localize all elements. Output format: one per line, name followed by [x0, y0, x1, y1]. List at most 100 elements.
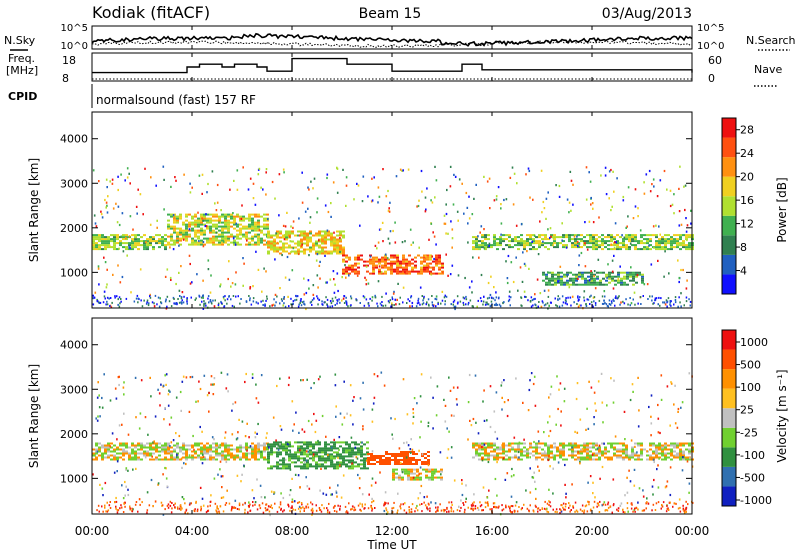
heatmap-cell: [410, 477, 413, 479]
heatmap-cell: [559, 236, 562, 238]
heatmap-cell: [688, 234, 691, 236]
scatter-cell: [220, 461, 222, 463]
heatmap-cell: [312, 443, 315, 445]
scatter-cell: [260, 485, 262, 487]
ground-scatter-cell: [580, 509, 582, 511]
heatmap-cell: [381, 261, 384, 263]
heatmap-cell: [197, 220, 200, 222]
scatter-cell: [159, 392, 161, 394]
heatmap-cell: [478, 453, 481, 455]
heatmap-cell: [670, 248, 673, 250]
heatmap-cell: [254, 214, 257, 216]
heatmap-cell: [608, 272, 611, 274]
scatter-cell: [678, 281, 680, 283]
scatter-cell: [304, 293, 306, 295]
scatter-cell: [135, 377, 137, 379]
heatmap-cell: [655, 246, 658, 248]
scatter-cell: [534, 293, 536, 295]
heatmap-cell: [511, 457, 514, 459]
heatmap-cell: [376, 455, 379, 457]
scatter-cell: [440, 451, 442, 453]
heatmap-cell: [267, 243, 270, 245]
heatmap-cell: [622, 451, 625, 453]
scatter-cell: [432, 397, 434, 399]
scatter-cell: [123, 387, 125, 389]
scatter-cell: [418, 473, 420, 475]
heatmap-cell: [598, 236, 601, 238]
heatmap-cell: [360, 451, 363, 453]
scatter-cell: [561, 240, 563, 242]
ground-scatter-cell: [207, 505, 209, 507]
scatter-cell: [461, 483, 463, 485]
ground-scatter-cell: [508, 506, 510, 508]
heatmap-cell: [318, 447, 321, 449]
scatter-cell: [389, 242, 391, 244]
scatter-cell: [553, 237, 555, 239]
heatmap-cell: [417, 271, 420, 273]
heatmap-cell: [643, 246, 646, 248]
ground-scatter-cell: [563, 509, 565, 511]
scatter-cell: [486, 419, 488, 421]
heatmap-cell: [312, 235, 315, 237]
scatter-cell: [330, 216, 332, 218]
heatmap-cell: [670, 240, 673, 242]
heatmap-cell: [197, 230, 200, 232]
heatmap-cell: [532, 246, 535, 248]
scatter-cell: [469, 420, 471, 422]
heatmap-cell: [369, 273, 372, 275]
scatter-cell: [240, 480, 242, 482]
scatter-cell: [448, 448, 450, 450]
heatmap-cell: [679, 443, 682, 445]
heatmap-cell: [544, 242, 547, 244]
scatter-cell: [560, 266, 562, 268]
ground-scatter-cell: [191, 502, 193, 504]
ground-scatter-cell: [418, 298, 420, 300]
scatter-cell: [478, 257, 480, 259]
heatmap-cell: [185, 220, 188, 222]
heatmap-cell: [607, 451, 610, 453]
ground-scatter-cell: [584, 300, 586, 302]
heatmap-cell: [263, 240, 266, 242]
heatmap-cell: [227, 459, 230, 461]
scatter-cell: [425, 197, 427, 199]
heatmap-cell: [574, 242, 577, 244]
scatter-cell: [162, 473, 164, 475]
heatmap-cell: [542, 280, 545, 282]
scatter-cell: [483, 296, 485, 298]
scatter-cell: [664, 301, 666, 303]
heatmap-cell: [267, 453, 270, 455]
heatmap-cell: [557, 278, 560, 280]
scatter-cell: [180, 391, 182, 393]
heatmap-cell: [505, 445, 508, 447]
scatter-cell: [319, 490, 321, 492]
heatmap-cell: [260, 232, 263, 234]
heatmap-cell: [619, 236, 622, 238]
scatter-cell: [406, 441, 408, 443]
ground-scatter-cell: [680, 305, 682, 307]
scatter-cell: [612, 271, 614, 273]
heatmap-cell: [560, 280, 563, 282]
ground-scatter-cell: [446, 296, 448, 298]
scatter-cell: [278, 449, 280, 451]
heatmap-cell: [146, 246, 149, 248]
scatter-cell: [184, 512, 186, 514]
scatter-cell: [275, 232, 277, 234]
scatter-cell: [631, 302, 633, 304]
scatter-cell: [560, 424, 562, 426]
heatmap-cell: [140, 447, 143, 449]
heatmap-cell: [586, 451, 589, 453]
scatter-cell: [538, 440, 540, 442]
heatmap-cell: [98, 449, 101, 451]
heatmap-cell: [309, 445, 312, 447]
scatter-cell: [140, 268, 142, 270]
scatter-cell: [118, 248, 120, 250]
heatmap-cell: [218, 455, 221, 457]
scatter-cell: [541, 211, 543, 213]
heatmap-cell: [306, 465, 309, 467]
power-y-label: Slant Range [km]: [27, 158, 41, 262]
heatmap-cell: [577, 238, 580, 240]
heatmap-cell: [191, 218, 194, 220]
heatmap-cell: [197, 218, 200, 220]
heatmap-cell: [493, 459, 496, 461]
ground-scatter-cell: [368, 303, 370, 305]
